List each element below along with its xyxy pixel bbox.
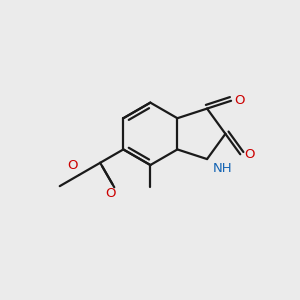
Text: NH: NH — [212, 162, 232, 175]
Text: O: O — [244, 148, 254, 161]
Text: O: O — [106, 188, 116, 200]
Text: O: O — [235, 94, 245, 107]
Text: O: O — [67, 159, 78, 172]
